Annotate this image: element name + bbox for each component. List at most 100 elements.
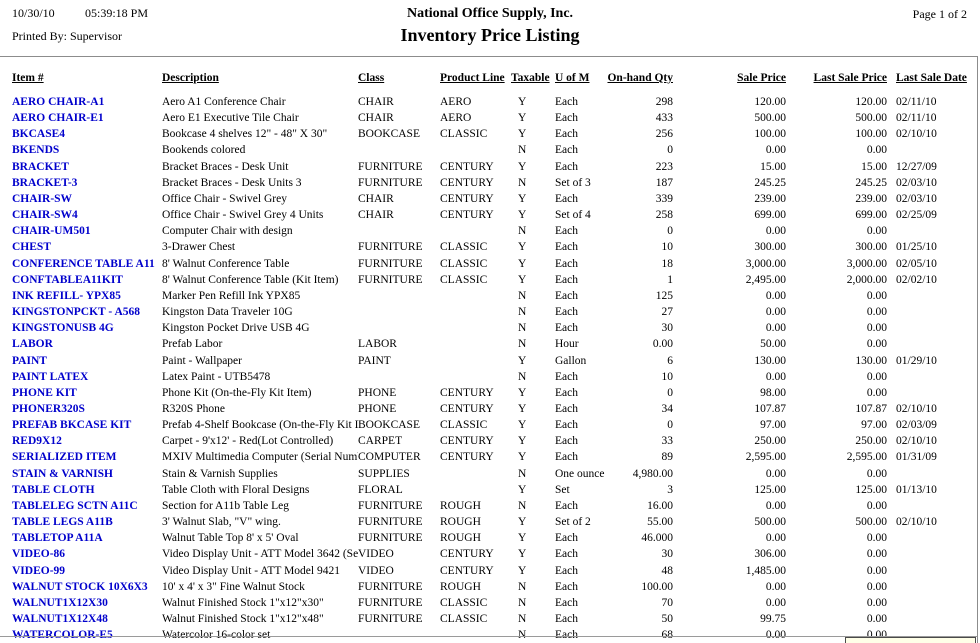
cell-line: ROUGH [440, 532, 481, 545]
item-link[interactable]: KINGSTONUSB 4G [12, 322, 114, 335]
item-link[interactable]: CHEST [12, 241, 51, 254]
item-link[interactable]: CHAIR-SW4 [12, 209, 78, 222]
cell-desc: Section for A11b Table Leg [162, 499, 289, 512]
cell-sale: 0.00 [765, 499, 786, 512]
cell-qty: 30 [661, 548, 674, 561]
item-link[interactable]: BRACKET [12, 160, 69, 173]
item-link[interactable]: CHAIR-UM501 [12, 225, 91, 238]
cell-uom: Hour [555, 338, 579, 351]
item-link[interactable]: INK REFILL- YPX85 [12, 289, 121, 302]
table-row: PHONER320S R320S Phone PHONE CENTURY Y Each 34… [12, 401, 976, 417]
item-link[interactable]: KINGSTONPCKT - A568 [12, 306, 141, 319]
item-link[interactable]: BKENDS [12, 144, 60, 157]
item-link[interactable]: PREFAB BKCASE KIT [12, 419, 132, 432]
cell-line [440, 466, 511, 482]
cell-class: COMPUTER [358, 451, 421, 464]
cell-line: CENTURY [440, 209, 494, 222]
cell-date: 02/03/09 [896, 419, 937, 432]
cell-sale: 300.00 [754, 241, 786, 254]
cell-desc: Aero E1 Executive Tile Chair [162, 112, 299, 125]
item-link[interactable]: TABLE LEGS A11B [12, 516, 113, 529]
table-row: RED9X12 Carpet - 9'x12' - Red(Lot Control… [12, 433, 976, 449]
cell-desc: Walnut Finished Stock 1"x12"x30" [162, 596, 324, 609]
cell-date: 01/13/10 [896, 483, 937, 496]
cell-uom: Each [555, 596, 578, 609]
cell-date [887, 466, 976, 482]
cell-last: 130.00 [855, 354, 887, 367]
cell-last: 3,000.00 [846, 257, 887, 270]
table-row: SERIALIZED ITEM MXIV Multimedia Computer … [12, 449, 976, 465]
cell-line: CENTURY [440, 386, 494, 399]
item-link[interactable]: CHAIR-SW [12, 192, 73, 205]
item-link[interactable]: SERIALIZED ITEM [12, 451, 117, 464]
cell-line [440, 142, 511, 158]
item-link[interactable]: CONFTABLEA11KIT [12, 273, 123, 286]
cell-class: CHAIR [358, 209, 394, 222]
cell-desc: MXIV Multimedia Computer (Serial Numbe [162, 451, 358, 464]
table-row: AERO CHAIR-A1 Aero A1 Conference Chair CHA… [12, 94, 976, 110]
item-link[interactable]: TABLETOP A11A [12, 532, 103, 545]
cell-line: CLASSIC [440, 257, 488, 270]
cell-class: FURNITURE [358, 273, 423, 286]
cell-sale: 2,495.00 [745, 273, 786, 286]
cell-date: 02/05/10 [896, 257, 937, 270]
item-link[interactable]: WALNUT1X12X30 [12, 596, 108, 609]
header-divider [0, 56, 977, 57]
cell-last: 239.00 [855, 192, 887, 205]
item-link[interactable]: PAINT LATEX [12, 370, 89, 383]
item-link[interactable]: WALNUT1X12X48 [12, 613, 108, 625]
cell-tax: N [518, 370, 527, 383]
item-link[interactable]: VIDEO-86 [12, 548, 66, 561]
cell-uom: Each [555, 564, 578, 577]
cell-uom: Each [555, 273, 578, 286]
cell-line [440, 369, 511, 385]
column-header-sale: Sale Price [737, 72, 786, 84]
item-link[interactable]: TABLE CLOTH [12, 483, 95, 496]
item-link[interactable]: WALNUT STOCK 10X6X3 [12, 580, 148, 593]
cell-sale: 125.00 [754, 483, 786, 496]
bottom-divider [0, 636, 977, 637]
item-link[interactable]: STAIN & VARNISH [12, 467, 113, 480]
cell-date [887, 320, 976, 336]
item-link[interactable]: PHONE KIT [12, 386, 77, 399]
item-link[interactable]: TABLELEG SCTN A11C [12, 499, 138, 512]
item-link[interactable]: WATERCOLOR-E5 [12, 627, 162, 643]
cell-last: 0.00 [866, 386, 887, 399]
item-link[interactable]: PHONER320S [12, 402, 85, 415]
cell-desc: Carpet - 9'x12' - Red(Lot Controlled) [162, 435, 334, 448]
cell-tax: Y [518, 516, 527, 529]
cell-sale: 97.00 [760, 419, 786, 432]
cell-tax: Y [518, 160, 527, 173]
item-link[interactable]: CONFERENCE TABLE A11 [12, 257, 155, 270]
cell-date: 01/29/10 [896, 354, 937, 367]
item-link[interactable]: AERO CHAIR-A1 [12, 96, 105, 108]
cell-tax: Y [518, 96, 527, 108]
cell-qty: 70 [661, 596, 674, 609]
table-row: TABLELEG SCTN A11C Section for A11b Table… [12, 498, 976, 514]
cell-line: CENTURY [440, 451, 494, 464]
cell-date: 02/25/09 [896, 209, 937, 222]
cell-desc: Bookcase 4 shelves 12" - 48" X 30" [162, 128, 328, 141]
cell-sale: 99.75 [760, 613, 786, 625]
cell-last: 15.00 [861, 160, 887, 173]
cell-tax: Y [518, 273, 527, 286]
cell-date: 02/11/10 [896, 96, 937, 108]
cell-uom: Each [555, 144, 578, 157]
cell-tax: Y [518, 483, 527, 496]
cell-uom: Each [555, 627, 605, 643]
item-link[interactable]: PAINT [12, 354, 47, 367]
cell-date [887, 579, 976, 595]
cell-class [358, 369, 440, 385]
item-link[interactable]: BRACKET-3 [12, 176, 78, 189]
item-link[interactable]: AERO CHAIR-E1 [12, 112, 104, 125]
item-link[interactable]: BKCASE4 [12, 128, 66, 141]
item-link[interactable]: LABOR [12, 338, 53, 351]
table-row: BKENDS Bookends colored N Each 0 0.00 0.00 [12, 142, 976, 158]
cell-last: 0.00 [866, 532, 887, 545]
cell-tax: N [518, 322, 527, 335]
item-link[interactable]: VIDEO-99 [12, 564, 66, 577]
cell-qty: 34 [661, 402, 674, 415]
item-link[interactable]: RED9X12 [12, 435, 62, 448]
cell-last: 0.00 [866, 338, 887, 351]
